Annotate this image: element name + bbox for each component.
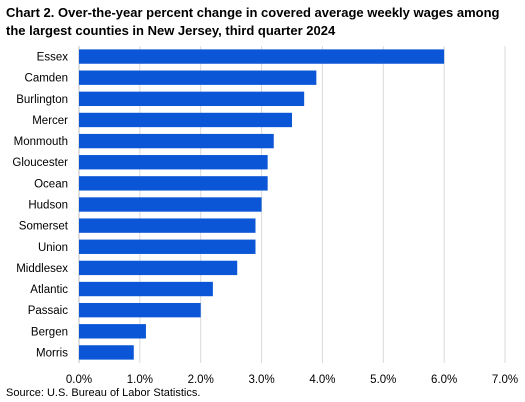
bars bbox=[79, 49, 445, 360]
category-label: Morris bbox=[36, 347, 68, 359]
category-label: Somerset bbox=[19, 221, 69, 233]
category-label: Union bbox=[38, 242, 68, 254]
x-tick-label: 3.0% bbox=[248, 374, 274, 386]
bar-passaic bbox=[79, 302, 201, 318]
x-tick-label: 1.0% bbox=[127, 374, 153, 386]
bar-hudson bbox=[79, 197, 262, 212]
bar-union bbox=[79, 239, 256, 254]
bar-ocean bbox=[79, 176, 268, 191]
bar-middlesex bbox=[79, 260, 238, 276]
source-note: Source: U.S. Bureau of Labor Statistics. bbox=[6, 387, 201, 399]
x-tick-label: 7.0% bbox=[492, 374, 518, 386]
x-tick-label: 2.0% bbox=[188, 374, 214, 386]
category-label: Passaic bbox=[28, 305, 69, 317]
bar-burlington bbox=[79, 91, 305, 107]
bar-morris bbox=[79, 345, 134, 360]
category-label: Ocean bbox=[34, 178, 68, 190]
category-label: Bergen bbox=[31, 326, 68, 338]
bar-bergen bbox=[79, 324, 146, 339]
category-label: Mercer bbox=[32, 115, 68, 127]
x-tick-label: 0.0% bbox=[66, 374, 92, 386]
category-label: Atlantic bbox=[30, 284, 68, 296]
category-label: Hudson bbox=[28, 200, 68, 212]
bar-atlantic bbox=[79, 281, 213, 297]
category-label: Camden bbox=[25, 73, 68, 85]
category-label: Burlington bbox=[16, 94, 68, 106]
chart-title: Chart 2. Over-the-year percent change in… bbox=[6, 5, 500, 38]
category-label: Monmouth bbox=[14, 136, 68, 148]
bar-camden bbox=[79, 70, 317, 85]
bar-gloucester bbox=[79, 155, 268, 170]
category-label: Essex bbox=[37, 52, 69, 64]
x-tick-labels: 0.0% 1.0% 2.0% 3.0% 4.0% 5.0% 6.0% 7.0% bbox=[66, 374, 518, 386]
x-tick-label: 6.0% bbox=[431, 374, 457, 386]
x-tick-label: 5.0% bbox=[370, 374, 396, 386]
bar-somerset bbox=[79, 218, 256, 233]
bar-essex bbox=[79, 49, 445, 64]
x-tick-label: 4.0% bbox=[309, 374, 335, 386]
category-label: Middlesex bbox=[16, 263, 68, 275]
bar-mercer bbox=[79, 112, 292, 128]
category-labels: Essex Camden Burlington Mercer Monmouth Glouc… bbox=[12, 52, 68, 360]
category-label: Gloucester bbox=[12, 157, 68, 169]
bar-monmouth bbox=[79, 133, 274, 149]
